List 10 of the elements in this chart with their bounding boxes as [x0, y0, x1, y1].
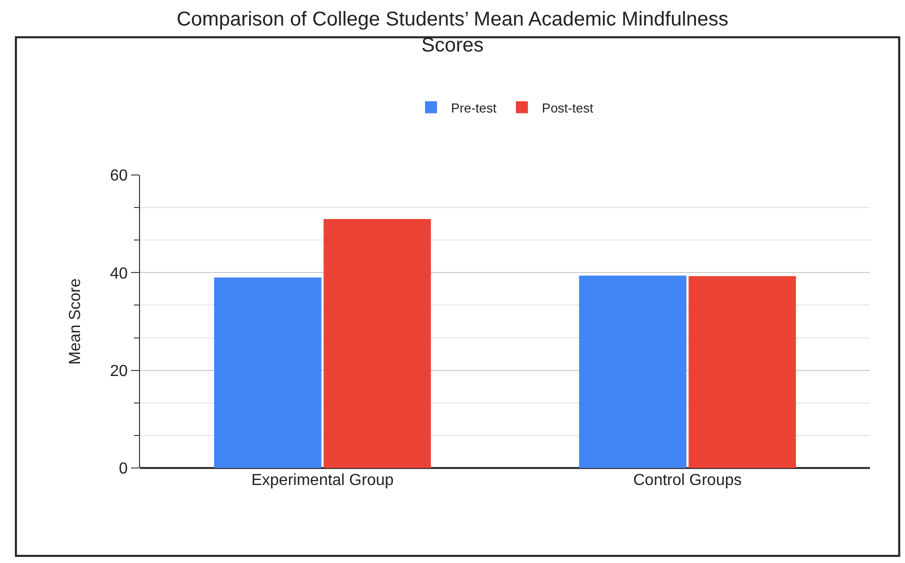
x-tick-label: Experimental Group — [251, 472, 394, 489]
x-tick-label: Control Groups — [633, 472, 742, 489]
legend-label: Pre-test — [451, 100, 497, 116]
y-tick-label: 40 — [110, 265, 128, 282]
y-axis-title: Mean Score — [66, 278, 84, 365]
chart-title: Comparison of College Students’ Mean Academic Mindfulness Scores — [176, 8, 728, 56]
y-tick-label: 60 — [110, 168, 128, 185]
y-tick-label: 20 — [110, 362, 128, 380]
legend-label: Post-test — [542, 100, 594, 116]
y-tick-label: 0 — [118, 460, 128, 478]
